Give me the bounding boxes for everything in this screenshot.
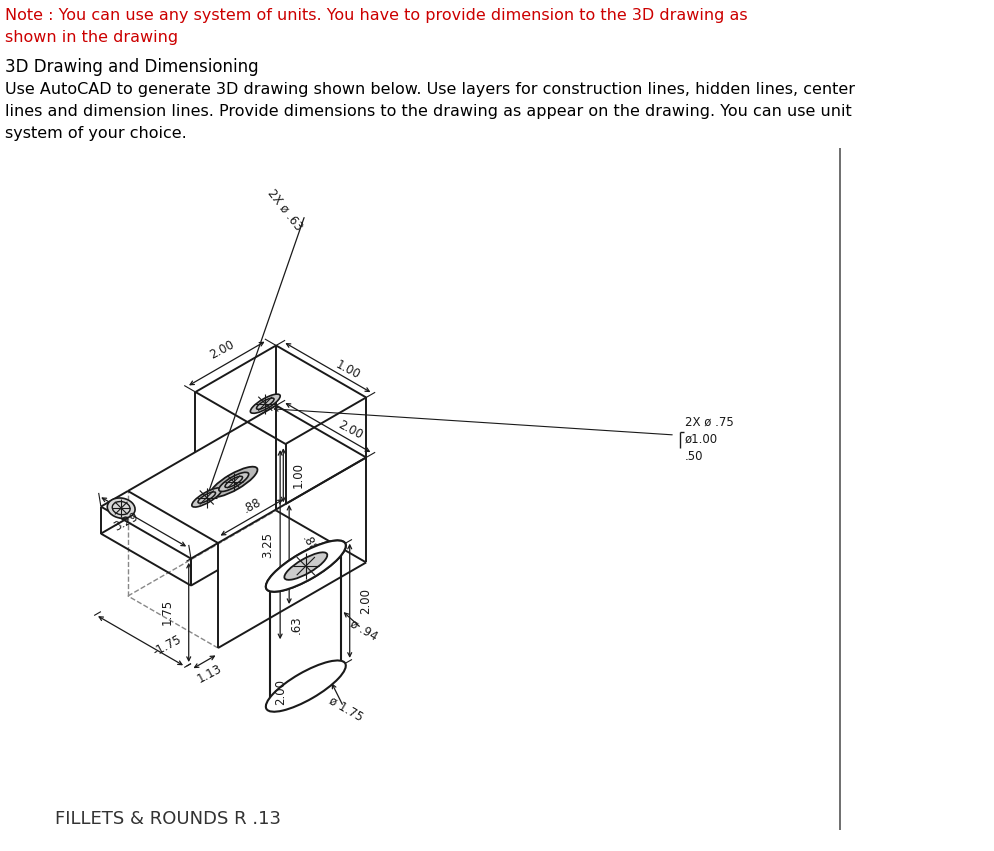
Text: Use AutoCAD to generate 3D drawing shown below. Use layers for construction line: Use AutoCAD to generate 3D drawing shown… <box>5 82 854 97</box>
Text: 1.00: 1.00 <box>291 462 304 488</box>
Ellipse shape <box>225 477 243 488</box>
Ellipse shape <box>265 540 346 591</box>
Text: 3.29: 3.29 <box>111 510 140 534</box>
Ellipse shape <box>265 660 346 711</box>
Text: 1.00: 1.00 <box>333 357 362 381</box>
Ellipse shape <box>284 552 327 580</box>
Text: 2.00: 2.00 <box>207 338 236 362</box>
Text: ø 1.75: ø 1.75 <box>326 694 365 723</box>
Text: .63: .63 <box>289 615 302 634</box>
Ellipse shape <box>265 540 346 591</box>
Text: 2.00: 2.00 <box>335 418 364 442</box>
Text: ø1.00: ø1.00 <box>684 432 718 446</box>
Ellipse shape <box>192 488 222 507</box>
Text: 2X ø .63: 2X ø .63 <box>264 186 305 233</box>
Text: shown in the drawing: shown in the drawing <box>5 30 178 45</box>
Text: Note : You can use any system of units. You have to provide dimension to the 3D : Note : You can use any system of units. … <box>5 8 746 23</box>
Text: 2X ø .75: 2X ø .75 <box>684 415 733 429</box>
Ellipse shape <box>256 398 273 409</box>
Text: 2.00: 2.00 <box>359 588 372 614</box>
Text: .50: .50 <box>684 449 703 462</box>
Ellipse shape <box>198 492 216 503</box>
Text: .88: .88 <box>241 495 262 516</box>
Text: FILLETS & ROUNDS R .13: FILLETS & ROUNDS R .13 <box>55 810 280 828</box>
Text: .88: .88 <box>298 533 319 556</box>
Text: -1.75: -1.75 <box>151 633 184 659</box>
Text: ø .94: ø .94 <box>347 617 379 643</box>
Text: 3.25: 3.25 <box>261 532 274 557</box>
Ellipse shape <box>284 552 327 580</box>
Text: 3D Drawing and Dimensioning: 3D Drawing and Dimensioning <box>5 58 258 76</box>
Text: lines and dimension lines. Provide dimensions to the drawing as appear on the dr: lines and dimension lines. Provide dimen… <box>5 104 851 119</box>
Ellipse shape <box>107 498 135 518</box>
Text: 2.00: 2.00 <box>273 679 286 705</box>
Text: system of your choice.: system of your choice. <box>5 126 187 141</box>
Ellipse shape <box>250 394 280 414</box>
Text: 1.75: 1.75 <box>160 599 173 625</box>
Ellipse shape <box>210 466 257 497</box>
Text: 1.13: 1.13 <box>195 662 224 686</box>
Ellipse shape <box>219 472 248 492</box>
Text: .88: .88 <box>293 553 312 566</box>
